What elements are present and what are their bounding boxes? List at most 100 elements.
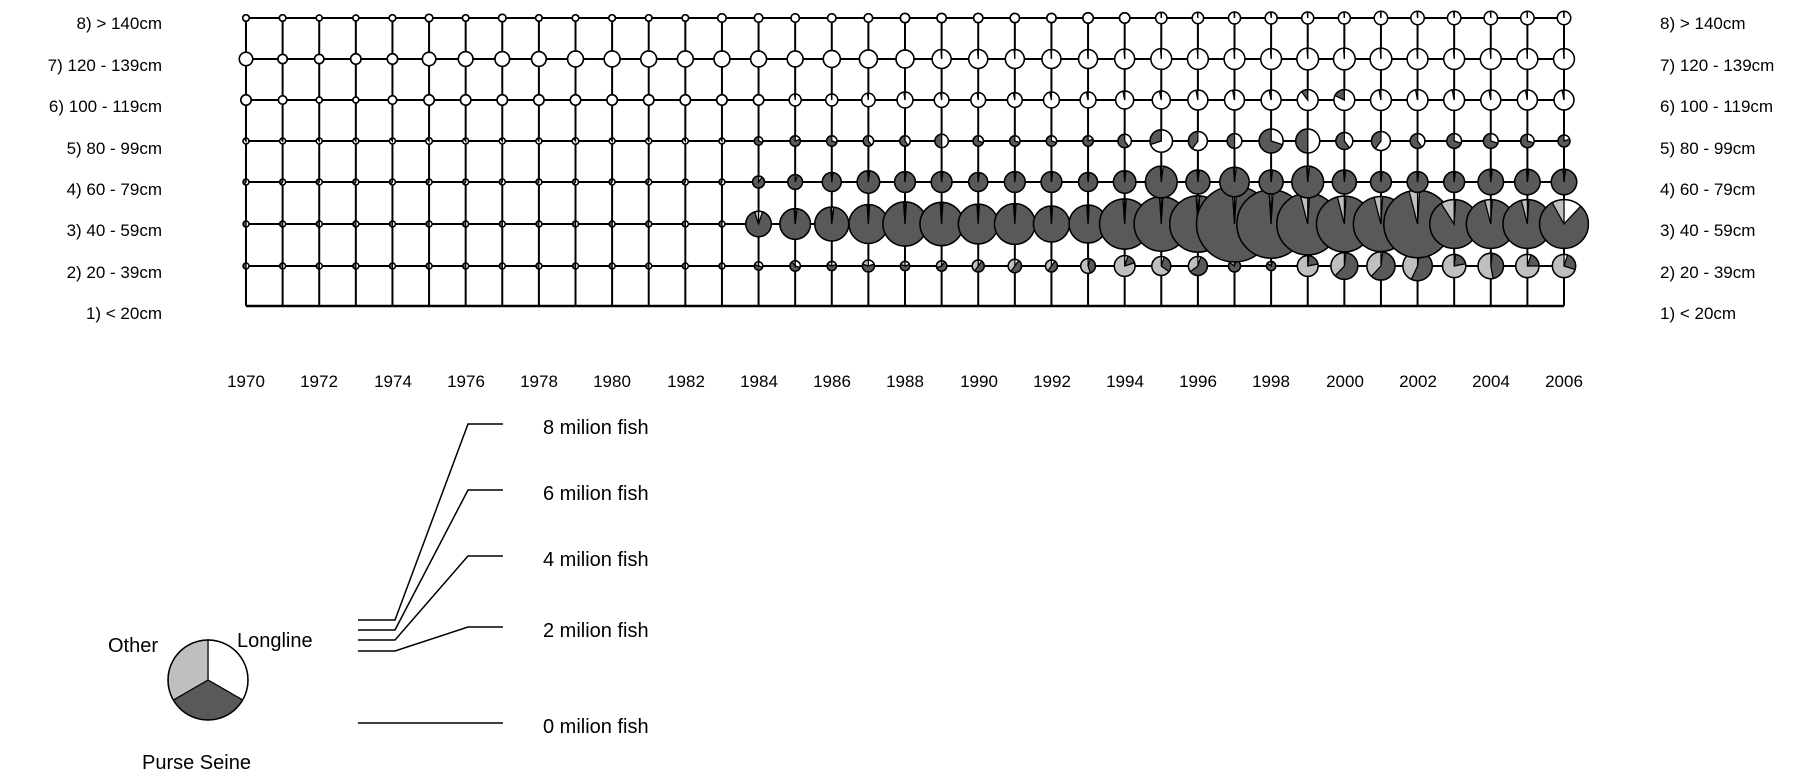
row-label-right-2: 2) 20 - 39cm bbox=[1660, 263, 1756, 282]
data-pie bbox=[388, 13, 397, 23]
pie-outline bbox=[863, 13, 874, 23]
pie-outline bbox=[1223, 89, 1246, 111]
pie-outline bbox=[1410, 10, 1426, 26]
pie-outline bbox=[1187, 89, 1209, 111]
data-pie bbox=[1410, 10, 1426, 26]
year-tick-label: 2002 bbox=[1399, 372, 1437, 391]
data-pie bbox=[349, 53, 362, 65]
data-pie bbox=[238, 51, 254, 67]
pie-outline bbox=[1446, 10, 1462, 26]
pie-outline bbox=[779, 207, 812, 241]
pie-slice bbox=[1196, 169, 1199, 183]
data-pie bbox=[1187, 130, 1209, 152]
pie-outline bbox=[315, 14, 323, 22]
pie-outline bbox=[1259, 47, 1283, 71]
data-pie bbox=[603, 50, 621, 68]
data-pie bbox=[862, 135, 875, 147]
pie-outline bbox=[1370, 130, 1392, 152]
data-pie bbox=[242, 262, 250, 270]
data-pie bbox=[752, 94, 765, 106]
data-pie bbox=[753, 136, 764, 146]
pie-slice bbox=[1269, 169, 1272, 183]
pie-outline bbox=[1117, 133, 1133, 149]
pie-slice bbox=[1086, 171, 1089, 183]
pie-outline bbox=[681, 13, 690, 23]
data-pie bbox=[1443, 170, 1466, 194]
data-pie bbox=[1042, 91, 1061, 109]
pie-outline bbox=[566, 50, 585, 68]
pie-outline bbox=[967, 48, 989, 70]
pie-outline bbox=[1443, 88, 1466, 112]
data-pie bbox=[1040, 170, 1063, 194]
data-pie bbox=[1300, 11, 1315, 25]
pie-outline bbox=[494, 50, 511, 68]
data-pie bbox=[933, 91, 950, 109]
legend-graphics bbox=[167, 423, 503, 724]
data-pie bbox=[1441, 253, 1467, 279]
pie-outline bbox=[893, 170, 917, 194]
pie-outline bbox=[1552, 47, 1576, 71]
pie-outline bbox=[498, 137, 507, 145]
pie-outline bbox=[899, 135, 911, 147]
data-pie bbox=[423, 94, 436, 106]
pie-outline bbox=[1296, 47, 1320, 71]
pie-outline bbox=[861, 259, 876, 273]
pie-outline bbox=[822, 49, 842, 69]
pie-outline bbox=[241, 13, 251, 23]
pie-outline bbox=[498, 178, 507, 186]
pie-outline bbox=[603, 50, 621, 68]
data-pie bbox=[352, 137, 360, 145]
data-pie bbox=[1007, 258, 1023, 274]
data-pie bbox=[1402, 250, 1434, 282]
data-pie bbox=[825, 93, 839, 107]
pie-outline bbox=[461, 262, 470, 270]
data-pie bbox=[1332, 47, 1356, 71]
pie-outline bbox=[1223, 47, 1246, 71]
data-pie bbox=[315, 137, 323, 145]
data-pie bbox=[896, 91, 914, 109]
pie-outline bbox=[1079, 91, 1097, 109]
data-pie bbox=[681, 137, 690, 145]
year-tick-label: 1974 bbox=[374, 372, 412, 391]
data-pie bbox=[496, 94, 509, 106]
pie-outline bbox=[530, 50, 547, 68]
data-pie bbox=[1259, 47, 1283, 71]
data-pie bbox=[421, 51, 437, 67]
pie-outline bbox=[1406, 170, 1429, 194]
data-pie bbox=[1557, 134, 1571, 148]
pie-outline bbox=[970, 91, 987, 109]
data-pie bbox=[1477, 168, 1505, 196]
data-pie bbox=[1446, 10, 1462, 26]
data-pie bbox=[1113, 48, 1136, 70]
data-pie bbox=[1151, 255, 1172, 277]
data-pie bbox=[644, 178, 653, 186]
size-legend-label-2: 2 milion fish bbox=[543, 620, 649, 642]
data-pie bbox=[315, 14, 323, 22]
year-tick-label: 1988 bbox=[886, 372, 924, 391]
pie-outline bbox=[608, 137, 616, 145]
pie-outline bbox=[1044, 259, 1059, 273]
year-tick-label: 1978 bbox=[520, 372, 558, 391]
data-pie bbox=[388, 262, 397, 270]
data-pie bbox=[535, 137, 543, 145]
data-pie bbox=[749, 50, 768, 68]
pie-outline bbox=[534, 13, 543, 23]
data-pie bbox=[1291, 165, 1325, 199]
data-pie bbox=[856, 170, 881, 194]
data-pie bbox=[1370, 130, 1392, 152]
data-pie bbox=[882, 201, 928, 247]
data-pie bbox=[571, 220, 580, 228]
data-pie bbox=[1296, 88, 1319, 112]
data-pie bbox=[972, 135, 985, 147]
data-pie bbox=[1082, 135, 1095, 147]
pie-outline bbox=[1151, 90, 1172, 110]
data-pie bbox=[1079, 257, 1097, 275]
pie-outline bbox=[1337, 11, 1352, 25]
pie-outline bbox=[1009, 12, 1021, 24]
pie-outline bbox=[608, 262, 616, 270]
row-label-right-1: 1) < 20cm bbox=[1660, 304, 1737, 323]
data-pie bbox=[644, 13, 653, 23]
data-pie bbox=[1538, 198, 1590, 250]
data-pie bbox=[1223, 47, 1246, 71]
data-pie bbox=[278, 13, 287, 23]
